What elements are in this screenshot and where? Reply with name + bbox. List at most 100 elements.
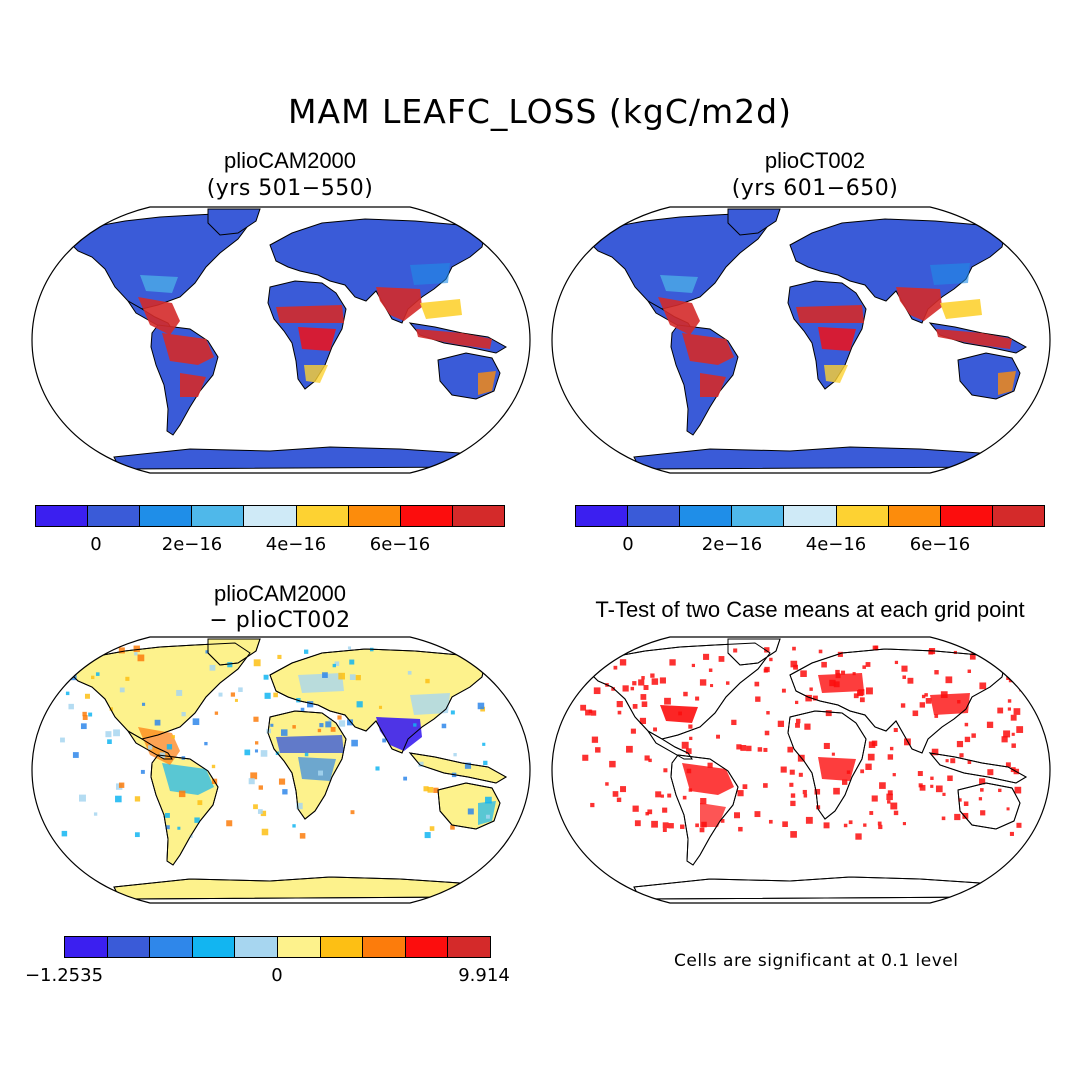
field-cell bbox=[407, 670, 412, 675]
field-cell bbox=[1007, 660, 1015, 668]
field-cell bbox=[626, 745, 633, 753]
field-patch bbox=[162, 333, 214, 365]
field-cell bbox=[1013, 708, 1021, 715]
field-cell bbox=[998, 788, 1002, 793]
colorbar-swatch bbox=[150, 937, 193, 957]
field-cell bbox=[950, 758, 956, 764]
colorbar-swatch bbox=[107, 937, 151, 957]
field-cell bbox=[325, 721, 332, 728]
field-cell bbox=[338, 720, 346, 727]
field-cell bbox=[790, 793, 796, 798]
field-cell bbox=[640, 694, 647, 700]
field-cell bbox=[620, 786, 627, 793]
field-cell bbox=[835, 673, 841, 679]
field-cell bbox=[930, 784, 934, 788]
field-cell bbox=[733, 648, 738, 653]
field-cell bbox=[934, 714, 939, 718]
land-namerica bbox=[69, 212, 251, 310]
field-cell bbox=[986, 721, 994, 728]
field-cell bbox=[798, 772, 803, 777]
colorbar-swatch bbox=[992, 506, 1044, 526]
field-patch bbox=[376, 287, 422, 321]
field-cell bbox=[322, 672, 328, 678]
field-cell bbox=[889, 746, 894, 751]
field-cell bbox=[634, 820, 641, 827]
map-border bbox=[31, 206, 531, 474]
field-patch bbox=[304, 365, 328, 383]
colorbar-swatch bbox=[400, 506, 453, 526]
field-cell bbox=[653, 727, 657, 732]
field-cell bbox=[641, 701, 648, 707]
field-cell bbox=[356, 701, 363, 708]
field-cell bbox=[664, 697, 671, 705]
field-cell bbox=[871, 795, 878, 802]
field-cell bbox=[585, 709, 591, 716]
field-cell bbox=[754, 681, 760, 687]
panel-subtitle-top-left: (yrs 501−550) bbox=[206, 176, 374, 201]
colorbar-tick-min: −1.2535 bbox=[24, 965, 104, 986]
field-cell bbox=[792, 646, 796, 651]
colorbar-swatch bbox=[448, 937, 490, 957]
field-cell bbox=[969, 653, 976, 660]
field-cell bbox=[214, 711, 219, 715]
field-cell bbox=[605, 782, 609, 786]
field-cell bbox=[453, 752, 457, 757]
field-cell bbox=[907, 677, 914, 684]
colorbar-bottom-left bbox=[64, 936, 491, 958]
field-cell bbox=[980, 788, 984, 792]
field-cell bbox=[980, 810, 986, 816]
field-cell bbox=[582, 754, 589, 761]
field-cell bbox=[789, 782, 794, 787]
field-cell bbox=[418, 761, 424, 767]
field-cell bbox=[613, 665, 618, 670]
field-cell bbox=[304, 752, 309, 757]
field-cell bbox=[710, 684, 714, 688]
field-cell bbox=[382, 738, 387, 743]
field-cell bbox=[644, 755, 650, 761]
colorbar-tick: 4e−16 bbox=[805, 534, 867, 555]
colorbar-swatch bbox=[235, 937, 278, 957]
field-cell bbox=[695, 823, 699, 828]
field-cell bbox=[134, 796, 141, 802]
land-namerica bbox=[589, 212, 771, 310]
field-cell bbox=[485, 796, 492, 804]
field-cell bbox=[945, 759, 949, 763]
field-cell bbox=[736, 744, 742, 750]
field-cell bbox=[957, 700, 961, 704]
field-cell bbox=[987, 654, 994, 660]
colorbar-swatch bbox=[36, 506, 89, 526]
land-antarctica bbox=[113, 446, 484, 470]
field-cell bbox=[766, 711, 770, 715]
field-cell bbox=[787, 746, 794, 753]
colorbar-tick-zero: 0 bbox=[271, 965, 283, 986]
field-cell bbox=[837, 651, 843, 657]
field-cell bbox=[662, 807, 668, 813]
field-cell bbox=[253, 716, 259, 722]
field-cell bbox=[282, 789, 288, 795]
field-cell bbox=[651, 820, 658, 828]
field-cell bbox=[683, 691, 688, 697]
field-cell bbox=[809, 687, 813, 691]
field-cell bbox=[60, 737, 65, 743]
field-cell bbox=[194, 817, 200, 823]
panel-subtitle-bottom-left: − plioCT002 bbox=[209, 608, 351, 633]
coastline bbox=[727, 638, 781, 666]
field-cell bbox=[375, 766, 380, 771]
field-cell bbox=[688, 788, 693, 792]
field-cell bbox=[218, 692, 223, 697]
field-cell bbox=[900, 703, 906, 708]
field-cell bbox=[477, 645, 483, 650]
field-cell bbox=[887, 800, 891, 804]
field-patch bbox=[930, 263, 970, 285]
field-cell bbox=[638, 679, 645, 686]
field-cell bbox=[805, 694, 812, 702]
field-cell bbox=[292, 725, 296, 729]
field-patch bbox=[824, 365, 848, 383]
field-cell bbox=[956, 740, 964, 748]
panel-subtitle-top-right: (yrs 601−650) bbox=[731, 176, 899, 201]
field-cell bbox=[964, 736, 971, 743]
field-cell bbox=[78, 794, 86, 802]
field-cell bbox=[254, 749, 259, 753]
field-cell bbox=[777, 720, 785, 727]
field-cell bbox=[1007, 699, 1012, 703]
